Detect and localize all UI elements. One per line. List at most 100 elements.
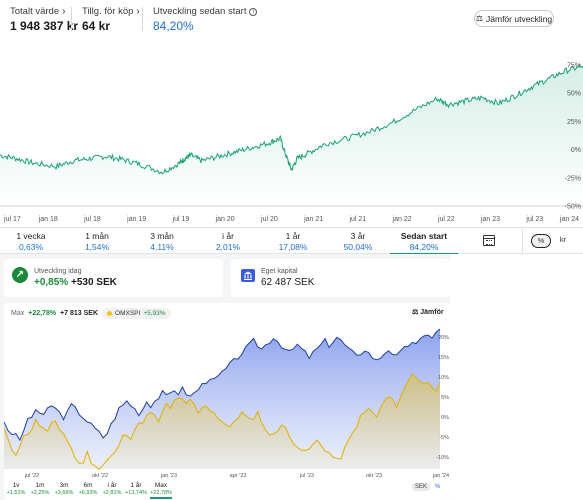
period-3-years[interactable]: 3 år 50,04%	[343, 231, 373, 252]
period2-ytd[interactable]: i år +2,81%	[102, 482, 122, 496]
portfolio-chart[interactable]: 75% 50% 25% 0% -25% -50% jul 17 jan 18 jul 18 ja…	[0, 38, 583, 226]
y-tick-label: -5%	[439, 435, 449, 441]
percent-toggle[interactable]: %	[531, 234, 551, 248]
divider	[142, 7, 143, 31]
empty-area	[450, 254, 583, 500]
holding-area	[4, 329, 440, 469]
period-1-year[interactable]: 1 år 17,08%	[278, 231, 308, 252]
range-sek: +7 813 SEK	[60, 310, 99, 317]
x-tick-label: jul '23	[299, 473, 314, 479]
total-value-stat[interactable]: Totalt värde › 1 948 387 kr	[10, 6, 78, 33]
scale-icon: ⚖	[475, 14, 484, 23]
period-ytd[interactable]: i år 2,01%	[215, 231, 241, 252]
kr-toggle[interactable]: kr	[559, 235, 567, 244]
summary-bar: Totalt värde › 1 948 387 kr Tillg. för kö…	[0, 0, 583, 38]
x-tick-label: apr '23	[230, 473, 247, 479]
period-1-week[interactable]: 1 vecka 0,63%	[16, 231, 46, 252]
x-tick-label: jul 23	[525, 216, 543, 223]
chevron-right-icon: ›	[136, 6, 140, 17]
y-tick-label: 25%	[567, 119, 581, 126]
index-pill[interactable]: OMXSPI +5,93%	[102, 308, 171, 319]
x-tick-label: jul 18	[83, 216, 101, 223]
development-today-label: Utveckling idag	[34, 268, 82, 275]
holding-period-selector: 1v +1,51% 1m +2,25% 3m +3,66% 6m +6,93% i år…	[4, 480, 450, 500]
development-value: 84,20%	[153, 19, 194, 33]
total-value-label: Totalt värde	[10, 6, 60, 17]
period2-3m[interactable]: 3m +3,66%	[54, 482, 74, 496]
x-tick-label: okt '23	[366, 473, 382, 479]
divider	[522, 228, 523, 253]
development-today-sek: +530 SEK	[70, 277, 117, 288]
x-tick-label: jan 20	[215, 216, 235, 223]
y-tick-label: 0%	[441, 415, 449, 421]
available-stat[interactable]: Tillg. för köp › 64 kr	[82, 6, 140, 33]
y-tick-label: -50%	[565, 204, 581, 211]
unit-toggle-2: SEK %	[412, 483, 443, 491]
y-tick-label: -25%	[565, 175, 581, 182]
bank-icon	[241, 269, 255, 282]
available-value: 64 kr	[82, 19, 111, 33]
compare-label: Jämför utveckling	[486, 13, 553, 24]
index-percent: +5,93%	[143, 310, 166, 317]
x-tick-label: jan 18	[38, 216, 58, 223]
period2-1m[interactable]: 1m +2,25%	[30, 482, 50, 496]
period2-1v[interactable]: 1v +1,51%	[6, 482, 26, 496]
x-tick-label: okt '22	[92, 473, 108, 479]
available-label: Tillg. för köp	[82, 6, 134, 17]
period2-max[interactable]: Max +22,78%	[150, 482, 172, 499]
equity-label: Eget kapital	[261, 268, 298, 275]
portfolio-line	[0, 64, 583, 175]
arrow-up-right-icon: ↗	[12, 267, 28, 283]
period-selector: 1 vecka 0,63% 1 mån 1,54% 3 mån 4,11% i år 2…	[0, 227, 583, 255]
x-tick-label: jan '24	[432, 473, 449, 479]
x-tick-label: jan 24	[559, 216, 579, 223]
range-label: Max	[11, 310, 25, 317]
y-tick-label: 50%	[567, 91, 581, 98]
compare-button[interactable]: ⚖ Jämför	[412, 309, 444, 316]
index-name: OMXSPI	[115, 310, 141, 317]
index-dot-icon	[107, 311, 113, 316]
period-1-month[interactable]: 1 mån 1,54%	[84, 231, 110, 252]
x-tick-label: jan 23	[480, 216, 500, 223]
y-tick-label: 0%	[571, 147, 581, 154]
y-tick-label: 20%	[438, 335, 449, 341]
development-label: Utveckling sedan start	[153, 6, 247, 17]
scale-icon: ⚖	[412, 309, 419, 316]
x-tick-label: jul 17	[3, 216, 21, 223]
holding-panel: ↗ Utveckling idag +0,85% +530 SEK Eget k…	[0, 254, 450, 500]
chart-legend: Max +22,78% +7 813 SEK OMXSPI +5,93%	[11, 308, 171, 319]
period-3-months[interactable]: 3 mån 4,11%	[150, 231, 174, 252]
y-tick-label: -10%	[436, 455, 449, 461]
calendar-icon[interactable]	[483, 235, 495, 246]
total-value: 1 948 387 kr	[10, 19, 79, 33]
y-tick-label: 15%	[438, 355, 449, 361]
compare-development-button[interactable]: ⚖ Jämför utveckling	[474, 10, 554, 27]
index-line	[4, 373, 441, 470]
x-tick-label: jul 21	[348, 216, 366, 223]
equity-card: Eget kapital 62 487 SEK	[231, 259, 450, 297]
x-tick-label: jul '22	[24, 473, 39, 479]
y-tick-label: 75%	[567, 62, 581, 69]
chevron-right-icon: ›	[62, 6, 66, 17]
sek-toggle[interactable]: SEK	[412, 483, 431, 491]
x-tick-label: jul 20	[260, 216, 278, 223]
unit-toggle: % kr	[531, 234, 573, 248]
x-tick-label: jan 19	[126, 216, 146, 223]
y-tick-label: 10%	[438, 375, 449, 381]
equity-value: 62 487 SEK	[261, 277, 315, 288]
y-tick-label: 5%	[441, 395, 449, 401]
x-tick-label: jan 21	[303, 216, 323, 223]
x-tick-label: jul 19	[172, 216, 190, 223]
holding-line	[4, 328, 441, 442]
holding-chart[interactable]: 20% 15% 10% 5% 0% -5% -10% jul '22 okt '22 jan '…	[4, 303, 450, 500]
info-icon[interactable]: i	[249, 7, 258, 16]
x-tick-label: jan '23	[160, 473, 177, 479]
development-today-card: ↗ Utveckling idag +0,85% +530 SEK	[4, 259, 223, 297]
development-stat: Utveckling sedan start i 84,20%	[153, 6, 258, 33]
period-since-start[interactable]: Sedan start 84,20%	[390, 231, 458, 255]
period2-1y[interactable]: 1 år +13,74%	[125, 482, 147, 496]
percent-toggle-2[interactable]: %	[435, 484, 441, 490]
divider	[71, 7, 72, 31]
x-tick-label: jan 22	[392, 216, 412, 223]
period2-6m[interactable]: 6m +6,93%	[78, 482, 98, 496]
